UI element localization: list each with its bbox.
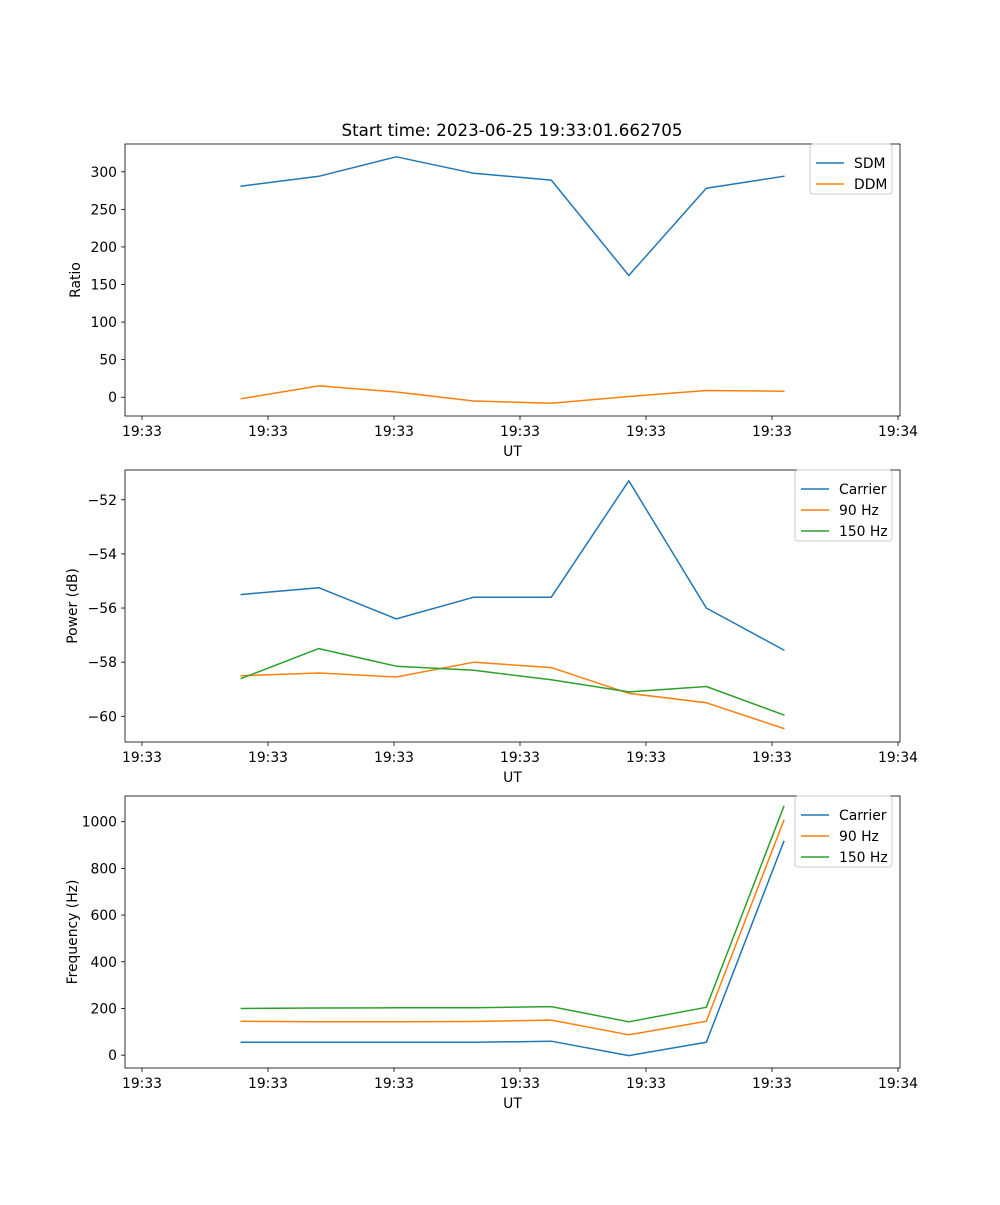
x-tick-label: 19:33 bbox=[752, 1076, 792, 1092]
y-tick-label: 100 bbox=[90, 315, 117, 331]
x-tick-label: 19:33 bbox=[122, 424, 162, 440]
axes-frame bbox=[124, 795, 901, 1069]
legend-box bbox=[809, 143, 893, 195]
legend: Carrier 90 Hz 150 Hz bbox=[794, 469, 893, 542]
y-axis-label: Ratio bbox=[68, 262, 84, 298]
x-axis-label: UT bbox=[503, 444, 522, 460]
y-tick-label: −60 bbox=[88, 709, 117, 725]
series-line-carrier bbox=[240, 840, 785, 1057]
chart-panel-1: 19:33 19:33 19:33 19:33 19:33 19:33 19:34 0 50 10… bbox=[68, 143, 918, 460]
series-line-150-hz bbox=[240, 805, 785, 1023]
x-tick-label: 19:34 bbox=[878, 1076, 918, 1092]
x-tick-label: 19:33 bbox=[122, 750, 162, 766]
x-tick-label: 19:34 bbox=[878, 750, 918, 766]
y-tick-label: 200 bbox=[90, 240, 117, 256]
x-tick-label: 19:34 bbox=[878, 424, 918, 440]
legend-box bbox=[794, 469, 893, 542]
legend-box bbox=[794, 795, 893, 868]
legend-label: Carrier bbox=[839, 808, 887, 824]
legend-label: DDM bbox=[854, 177, 887, 193]
x-tick-label: 19:33 bbox=[248, 750, 288, 766]
legend: Carrier 90 Hz 150 Hz bbox=[794, 795, 893, 868]
y-tick-label: −52 bbox=[88, 493, 117, 509]
y-axis-label: Frequency (Hz) bbox=[65, 880, 81, 985]
legend-label: 90 Hz bbox=[839, 503, 879, 519]
legend: SDM DDM bbox=[809, 143, 893, 195]
y-tick-label: 0 bbox=[108, 1048, 117, 1064]
legend-label: 150 Hz bbox=[839, 850, 888, 866]
y-tick-label: 150 bbox=[90, 278, 117, 294]
x-tick-label: 19:33 bbox=[752, 750, 792, 766]
legend-label: 90 Hz bbox=[839, 829, 879, 845]
y-tick-label: 300 bbox=[90, 165, 117, 181]
x-tick-label: 19:33 bbox=[374, 424, 414, 440]
chart-title: Start time: 2023-06-25 19:33:01.662705 bbox=[342, 120, 683, 140]
x-tick-label: 19:33 bbox=[374, 750, 414, 766]
y-tick-label: 800 bbox=[90, 861, 117, 877]
y-tick-label: 0 bbox=[108, 390, 117, 406]
x-axis-label: UT bbox=[503, 1096, 522, 1112]
y-tick-label: −54 bbox=[88, 547, 117, 563]
y-tick-label: −58 bbox=[88, 655, 117, 671]
x-tick-label: 19:33 bbox=[500, 750, 540, 766]
y-tick-label: 50 bbox=[99, 353, 117, 369]
x-tick-label: 19:33 bbox=[626, 1076, 666, 1092]
chart-panel-2: 19:33 19:33 19:33 19:33 19:33 19:33 19:34 −60 −5… bbox=[65, 469, 918, 786]
series-line-150-hz bbox=[240, 647, 785, 716]
series-line-sdm bbox=[240, 156, 785, 277]
x-tick-label: 19:33 bbox=[248, 424, 288, 440]
x-tick-label: 19:33 bbox=[626, 750, 666, 766]
y-tick-label: 200 bbox=[90, 1001, 117, 1017]
x-tick-label: 19:33 bbox=[122, 1076, 162, 1092]
x-tick-label: 19:33 bbox=[500, 424, 540, 440]
y-tick-label: 1000 bbox=[82, 815, 117, 831]
x-tick-label: 19:33 bbox=[248, 1076, 288, 1092]
chart-panel-3: 19:33 19:33 19:33 19:33 19:33 19:33 19:34 0 200 4… bbox=[65, 795, 918, 1112]
legend-label: 150 Hz bbox=[839, 524, 888, 540]
series-line-ddm bbox=[240, 385, 785, 404]
y-tick-label: 400 bbox=[90, 955, 117, 971]
series-line-90-hz bbox=[240, 819, 785, 1036]
x-tick-label: 19:33 bbox=[752, 424, 792, 440]
legend-label: SDM bbox=[854, 156, 886, 172]
axes-frame bbox=[124, 469, 901, 743]
legend-label: Carrier bbox=[839, 482, 887, 498]
x-axis-label: UT bbox=[503, 770, 522, 786]
axes-frame bbox=[124, 143, 901, 417]
y-axis-label: Power (dB) bbox=[65, 568, 81, 644]
series-line-90-hz bbox=[240, 661, 785, 730]
series-line-carrier bbox=[240, 480, 785, 652]
y-tick-label: 250 bbox=[90, 202, 117, 218]
x-tick-label: 19:33 bbox=[626, 424, 666, 440]
y-tick-label: 600 bbox=[90, 908, 117, 924]
x-tick-label: 19:33 bbox=[374, 1076, 414, 1092]
y-tick-label: −56 bbox=[88, 601, 117, 617]
x-tick-label: 19:33 bbox=[500, 1076, 540, 1092]
